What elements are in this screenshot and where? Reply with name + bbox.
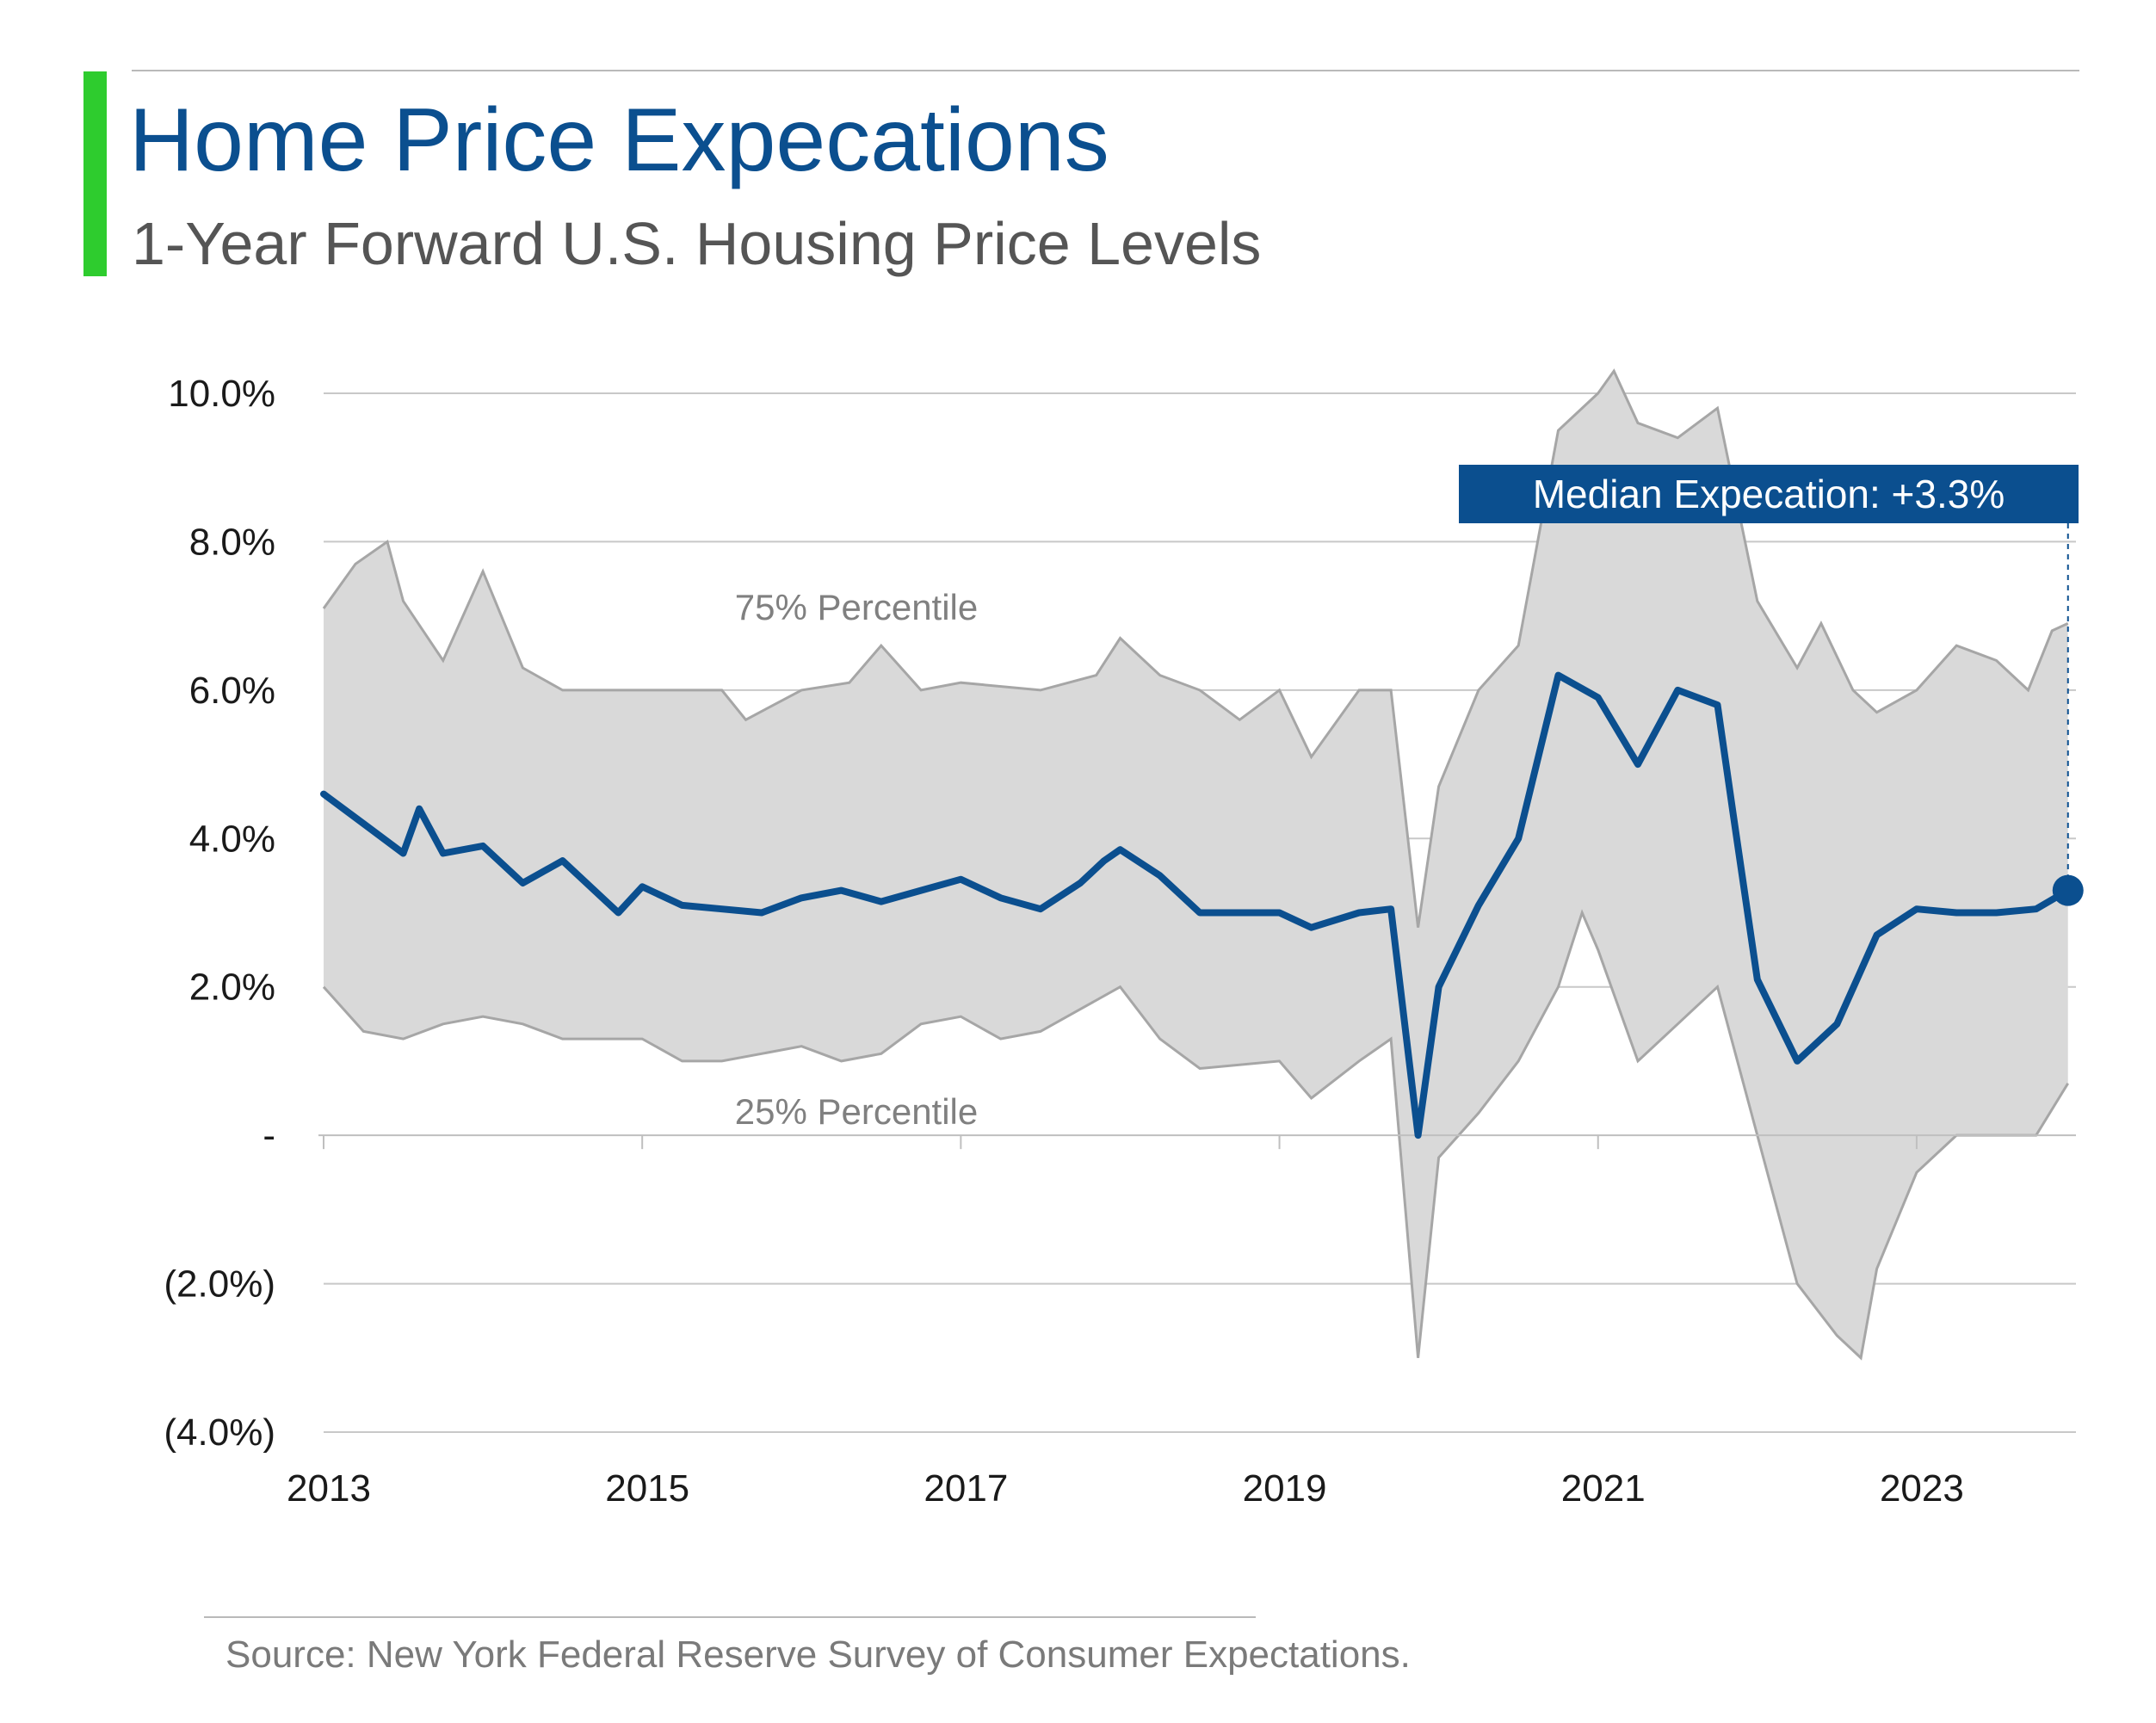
y-tick-label: 6.0% — [189, 670, 275, 712]
chart: 10.0%8.0%6.0%4.0%2.0%-(2.0%)(4.0%) 2013 2… — [164, 368, 2084, 1510]
callout-box — [1459, 465, 2079, 523]
x-tick-label: 2017 — [924, 1467, 1008, 1510]
top-rule — [132, 70, 2079, 71]
source-rule — [204, 1616, 1256, 1618]
y-tick-label: 4.0% — [189, 818, 275, 860]
x-tick-label: 2023 — [1880, 1467, 1964, 1510]
lower-band-label: 25% Percentile — [735, 1091, 979, 1132]
y-tick-label: (2.0%) — [164, 1263, 275, 1306]
x-tick-label: 2021 — [1561, 1467, 1646, 1510]
y-tick-label: 2.0% — [189, 966, 275, 1009]
y-tick-label: (4.0%) — [164, 1411, 275, 1454]
y-tick-label: 10.0% — [168, 373, 275, 415]
latest-point-marker — [2052, 874, 2084, 906]
p75-edge-line — [322, 368, 2069, 928]
percentile-band — [324, 371, 2068, 1358]
page-title: Home Price Expecations — [129, 90, 1109, 190]
y-tick-label: 8.0% — [189, 521, 275, 563]
y-tick-label: - — [263, 1115, 275, 1157]
callout-text: Median Expecation: +3.3% — [1533, 472, 2005, 516]
y-tick-labels: 10.0% 8.0% 6.0% 4.0% 2.0% - (2.0%) (4.0%) — [164, 373, 275, 1454]
x-tick-label: 2019 — [1243, 1467, 1327, 1510]
x-tick-label: 2013 — [287, 1467, 371, 1510]
source-note: Source: New York Federal Reserve Survey … — [225, 1633, 1411, 1676]
upper-band-label: 75% Percentile — [735, 587, 979, 627]
page-subtitle: 1-Year Forward U.S. Housing Price Levels — [132, 210, 1262, 277]
x-tick-labels: 2013 2015 2017 2019 2021 2023 — [287, 1467, 1964, 1510]
x-axis-ticks — [323, 1135, 1918, 1150]
x-tick-label: 2015 — [605, 1467, 689, 1510]
accent-bar — [83, 71, 107, 276]
p25-edge-line — [322, 909, 2069, 1361]
median-line — [320, 671, 2072, 1139]
